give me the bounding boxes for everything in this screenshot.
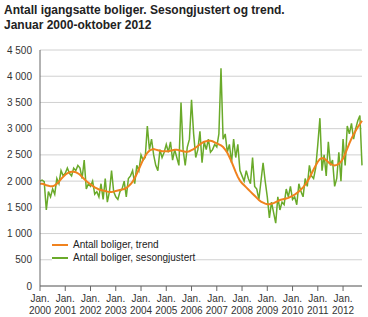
- html-text:Antall boliger, trend: Antall boliger, trend: [73, 239, 159, 250]
- svg-text:Jan.: Jan.: [81, 293, 100, 304]
- svg-text:3 500: 3 500: [8, 97, 32, 108]
- svg-text:2009: 2009: [256, 305, 279, 316]
- html-text:Antall igangsatte boliger. Ses: Antall igangsatte boliger. Sesongjustert…: [4, 3, 285, 17]
- svg-text:Jan.: Jan.: [233, 293, 252, 304]
- html-text:Januar 2000-oktober 2012: Januar 2000-oktober 2012: [4, 18, 152, 32]
- svg-text:Jan.: Jan.: [207, 293, 226, 304]
- svg-text:Jan.: Jan.: [31, 293, 50, 304]
- svg-text:Jan.: Jan.: [106, 293, 125, 304]
- svg-text:Jan.: Jan.: [182, 293, 201, 304]
- svg-text:Jan.: Jan.: [56, 293, 75, 304]
- svg-text:4 500: 4 500: [8, 45, 32, 56]
- svg-text:2006: 2006: [180, 305, 203, 316]
- svg-text:500: 500: [15, 254, 32, 265]
- svg-text:2002: 2002: [79, 305, 102, 316]
- svg-text:0: 0: [26, 281, 32, 292]
- svg-text:Jan.: Jan.: [334, 293, 353, 304]
- svg-text:2010: 2010: [281, 305, 304, 316]
- svg-text:2008: 2008: [231, 305, 254, 316]
- svg-text:3 000: 3 000: [8, 123, 32, 134]
- svg-text:2 000: 2 000: [8, 176, 32, 187]
- svg-text:2000: 2000: [29, 305, 52, 316]
- svg-text:2004: 2004: [130, 305, 153, 316]
- html-text:Antall boliger, sesongjustert: Antall boliger, sesongjustert: [73, 252, 196, 263]
- svg-text:1 000: 1 000: [8, 228, 32, 239]
- svg-text:2012: 2012: [332, 305, 355, 316]
- svg-text:2011: 2011: [307, 305, 329, 316]
- svg-text:1 500: 1 500: [8, 202, 32, 213]
- svg-text:2003: 2003: [105, 305, 128, 316]
- svg-text:Jan.: Jan.: [132, 293, 151, 304]
- svg-text:2 500: 2 500: [8, 149, 32, 160]
- svg-text:2001: 2001: [54, 305, 77, 316]
- svg-text:2007: 2007: [206, 305, 229, 316]
- svg-text:Jan.: Jan.: [258, 293, 277, 304]
- svg-text:Jan.: Jan.: [157, 293, 176, 304]
- svg-text:Jan.: Jan.: [283, 293, 302, 304]
- svg-text:2005: 2005: [155, 305, 178, 316]
- svg-text:Jan.: Jan.: [308, 293, 327, 304]
- svg-text:4 000: 4 000: [8, 71, 32, 82]
